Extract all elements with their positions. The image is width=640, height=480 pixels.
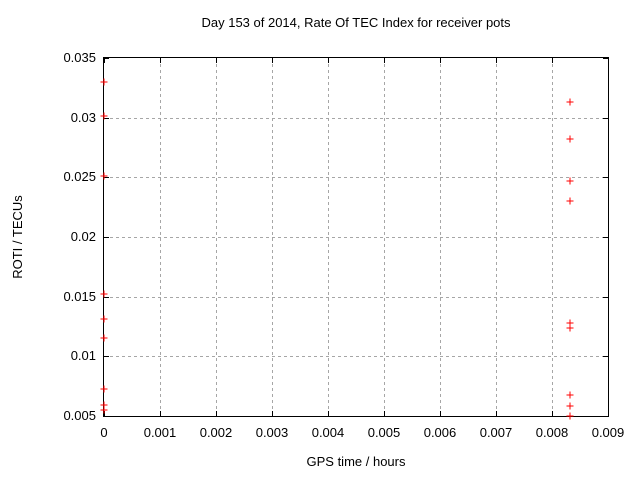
x-tick-label: 0.008 <box>535 425 569 440</box>
x-tick-top <box>272 58 273 63</box>
y-tick-label: 0.015 <box>63 289 96 304</box>
h-gridline <box>104 118 608 119</box>
y-tick-right <box>603 416 608 417</box>
y-tick-right <box>603 177 608 178</box>
h-gridline <box>104 237 608 238</box>
y-tick-left <box>104 58 109 59</box>
x-tick-top <box>552 58 553 63</box>
x-tick-bottom <box>496 411 497 416</box>
x-tick-label: 0.001 <box>143 425 177 440</box>
data-point-marker <box>566 135 574 143</box>
x-axis-label: GPS time / hours <box>306 454 406 469</box>
data-point-marker <box>100 290 108 298</box>
x-tick-bottom <box>104 411 105 416</box>
x-tick-label: 0.002 <box>199 425 233 440</box>
x-tick-label: 0.007 <box>479 425 513 440</box>
x-tick-label: 0.006 <box>423 425 457 440</box>
h-gridline <box>104 297 608 298</box>
y-tick-left <box>104 356 109 357</box>
y-tick-right <box>603 237 608 238</box>
y-tick-left <box>104 118 109 119</box>
chart-title: Day 153 of 2014, Rate Of TEC Index for r… <box>201 15 511 30</box>
y-tick-left <box>104 177 109 178</box>
x-tick-top <box>496 58 497 63</box>
data-point-marker <box>100 78 108 86</box>
y-tick-left <box>104 237 109 238</box>
data-point-marker <box>100 334 108 342</box>
data-point-marker <box>566 324 574 332</box>
x-tick-top <box>216 58 217 63</box>
x-tick-bottom <box>384 411 385 416</box>
x-tick-top <box>384 58 385 63</box>
x-tick-top <box>104 58 105 63</box>
y-tick-left <box>104 416 109 417</box>
y-tick-right <box>603 356 608 357</box>
x-tick-label: 0.003 <box>255 425 289 440</box>
data-point-marker <box>566 319 574 327</box>
x-tick-bottom <box>608 411 609 416</box>
x-tick-top <box>608 58 609 63</box>
x-tick-bottom <box>552 411 553 416</box>
data-point-marker <box>566 98 574 106</box>
data-point-marker <box>566 412 574 420</box>
x-tick-bottom <box>216 411 217 416</box>
x-tick-bottom <box>272 411 273 416</box>
y-tick-label: 0.02 <box>70 229 96 244</box>
data-point-marker <box>100 172 108 180</box>
x-tick-bottom <box>440 411 441 416</box>
h-gridline <box>104 356 608 357</box>
y-tick-label: 0.035 <box>63 50 96 65</box>
data-point-marker <box>100 401 108 409</box>
data-point-marker <box>100 406 108 414</box>
data-point-marker <box>100 315 108 323</box>
x-tick-top <box>160 58 161 63</box>
data-point-marker <box>566 197 574 205</box>
x-tick-top <box>328 58 329 63</box>
y-tick-right <box>603 297 608 298</box>
x-tick-bottom <box>160 411 161 416</box>
y-tick-label: 0.01 <box>70 348 96 363</box>
x-tick-label: 0.004 <box>311 425 345 440</box>
y-tick-label: 0.025 <box>63 169 96 184</box>
x-tick-label: 0.005 <box>367 425 401 440</box>
data-point-marker <box>100 112 108 120</box>
h-gridline <box>104 177 608 178</box>
plot-area: GPS time / hours ROTI / TECUs 0 0.001 0.00… <box>10 50 624 469</box>
x-tick-bottom <box>328 411 329 416</box>
y-tick-right <box>603 118 608 119</box>
y-tick-right <box>603 58 608 59</box>
data-point-marker <box>100 385 108 393</box>
data-point-marker <box>566 391 574 399</box>
data-point-marker <box>566 402 574 410</box>
y-tick-left <box>104 297 109 298</box>
y-tick-label: 0.005 <box>63 408 96 423</box>
y-tick-label: 0.03 <box>70 110 96 125</box>
x-tick-label: 0 <box>100 425 108 440</box>
x-tick-label: 0.009 <box>591 425 625 440</box>
data-point-marker <box>566 177 574 185</box>
x-tick-top <box>440 58 441 63</box>
